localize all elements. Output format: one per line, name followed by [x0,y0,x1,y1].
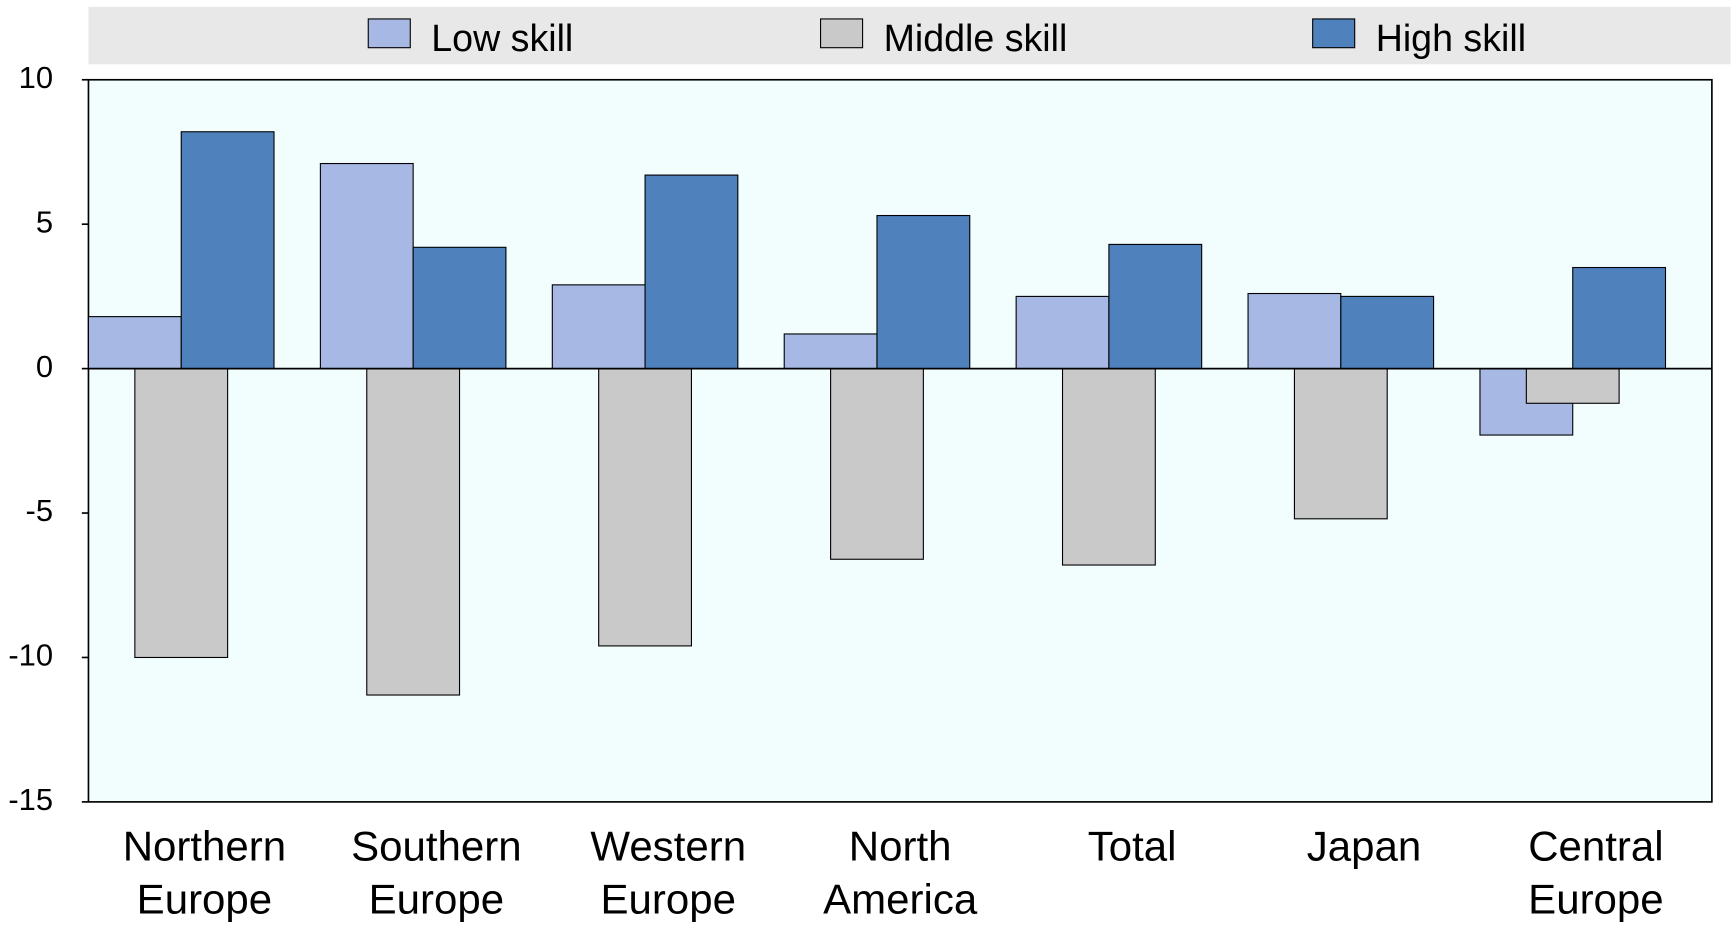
bar [644,174,739,370]
bar [366,368,461,696]
legend-swatch [367,18,411,49]
x-tick-label: Northern Europe [123,823,286,923]
bar [1572,266,1667,370]
bar [1015,295,1110,370]
bar [830,368,924,560]
y-tick-label: -5 [26,493,54,528]
bar [551,284,646,370]
bar [1061,368,1156,566]
bar [134,368,229,659]
y-tick-label: -10 [8,638,53,673]
bar [1340,295,1435,370]
legend-swatch [820,18,864,49]
bar [319,162,414,370]
x-tick-label: Total [1088,823,1177,870]
legend-label: Middle skill [884,17,1068,59]
x-tick-label: Central Europe [1528,823,1663,923]
bar [180,131,275,370]
bar [876,214,971,370]
bar [1293,368,1388,520]
bar [412,246,507,370]
bar [783,333,878,370]
y-tick-label: 10 [19,60,53,95]
legend-label: High skill [1376,17,1526,59]
legend-label: Low skill [431,17,573,59]
bar [1247,292,1342,370]
y-tick-label: -15 [8,782,53,817]
y-tick-label: 5 [36,204,53,239]
legend-swatch [1312,18,1356,49]
bar [87,316,182,370]
bars [87,131,1712,696]
x-tick-label: Southern Europe [351,823,522,923]
labels: -15 -10 -5 0 5 10 Northern Europe Southern Europe… [8,17,1663,923]
x-tick-label: North America [823,823,978,923]
bar [1108,243,1203,370]
y-tick-label: 0 [36,349,53,384]
bar [598,368,693,647]
x-tick-label: Western Europe [590,823,746,923]
x-tick-label: Japan [1307,823,1421,870]
bar [1525,368,1620,404]
legend-background [88,6,1731,65]
